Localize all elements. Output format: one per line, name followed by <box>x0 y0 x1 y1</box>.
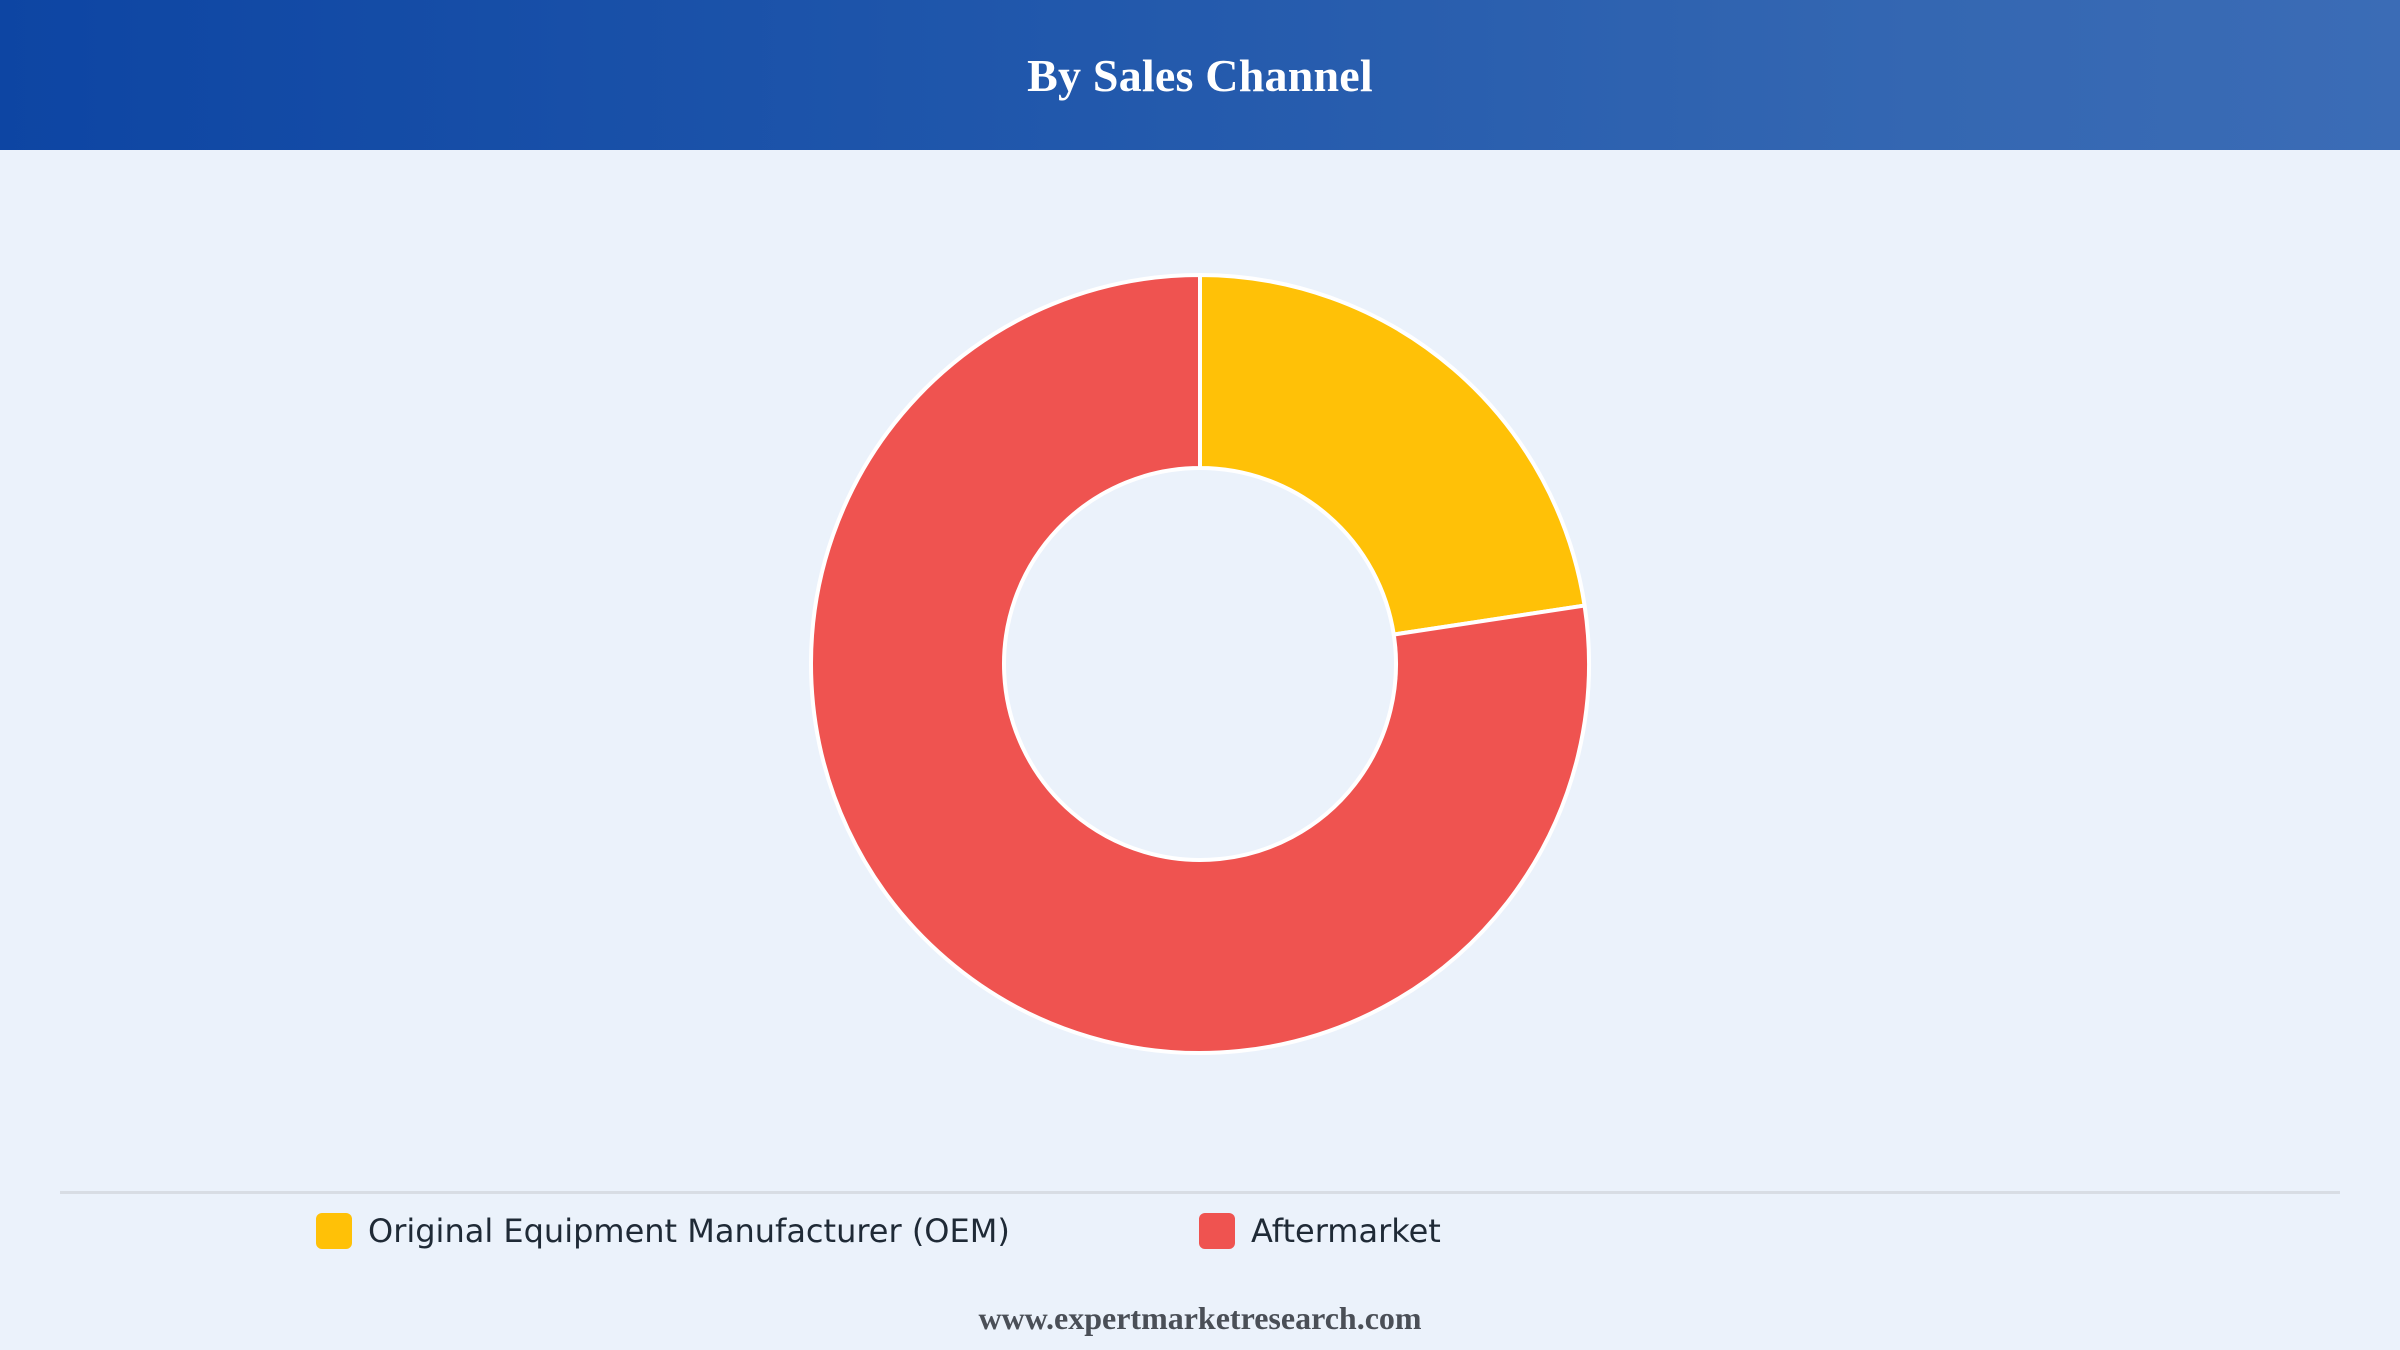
source-url: www.expertmarketresearch.com <box>978 1300 1422 1336</box>
slice-aftermarket[interactable] <box>809 273 1591 1055</box>
legend-divider <box>60 1191 2340 1194</box>
chart-title: By Sales Channel <box>1027 49 1373 101</box>
legend-swatch-oem <box>316 1213 352 1249</box>
legend-label-oem: Original Equipment Manufacturer (OEM) <box>368 1212 1010 1250</box>
slice-original-equipment-manufacturer-oem[interactable] <box>1198 273 1587 637</box>
legend-label-aftermarket: Aftermarket <box>1251 1212 1441 1250</box>
header-banner: By Sales Channel <box>0 0 2400 150</box>
legend: Original Equipment Manufacturer (OEM) Af… <box>0 1209 2400 1253</box>
legend-item-aftermarket[interactable]: Aftermarket <box>1199 1209 1441 1253</box>
legend-swatch-aftermarket <box>1199 1213 1235 1249</box>
legend-item-oem[interactable]: Original Equipment Manufacturer (OEM) <box>316 1209 1010 1253</box>
donut-chart <box>809 273 1591 1055</box>
donut-slices <box>809 273 1591 1055</box>
